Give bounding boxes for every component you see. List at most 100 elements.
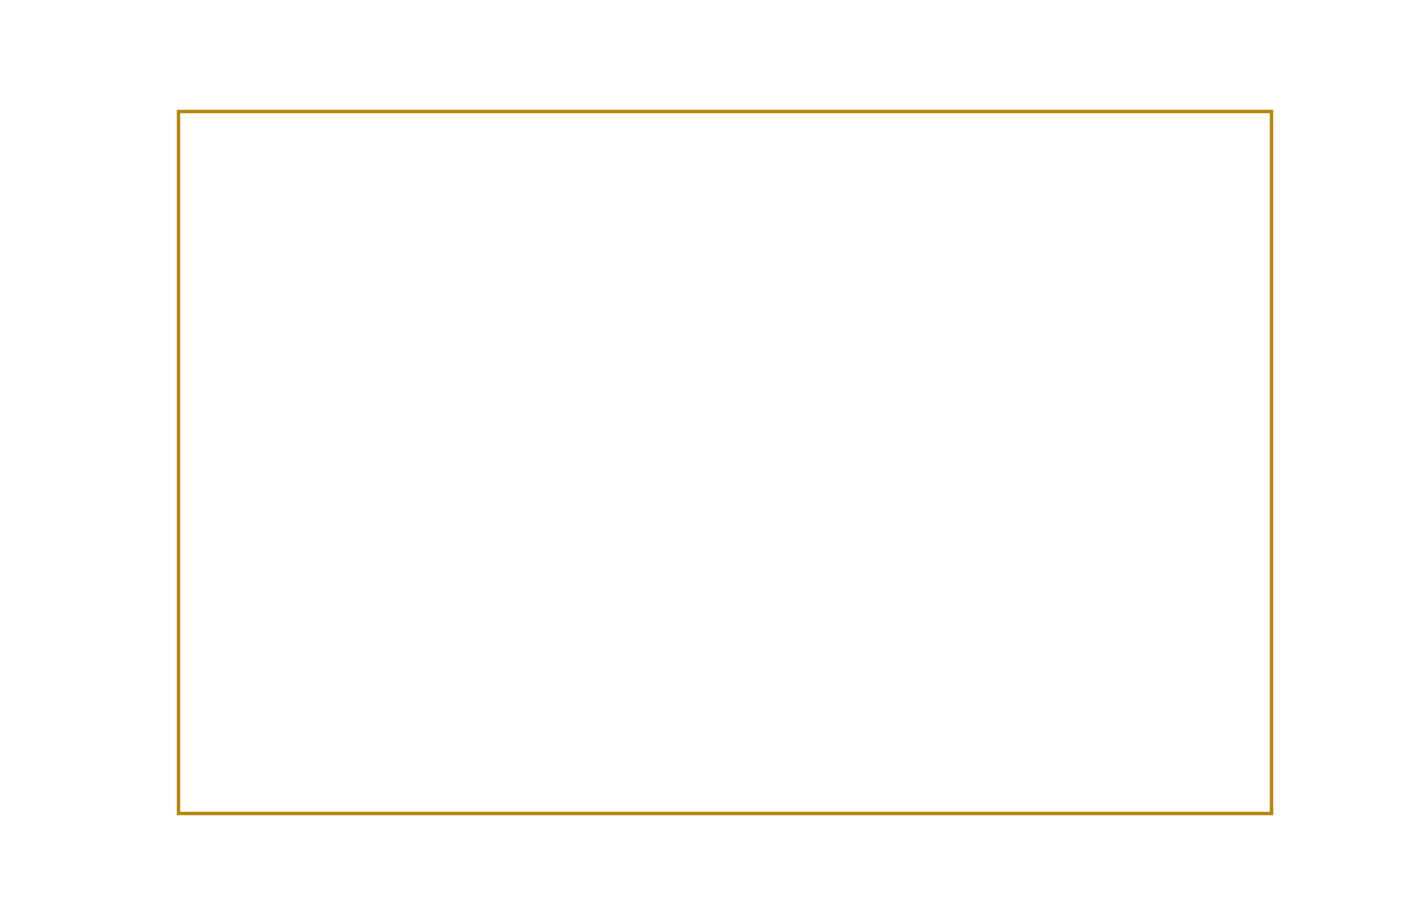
Bar bbox=[998, 112, 1008, 187]
Text: 3.205: 3.205 bbox=[577, 494, 612, 507]
Bar bbox=[441, 112, 451, 187]
Bar bbox=[747, 112, 758, 187]
Text: 3.827: 3.827 bbox=[751, 477, 786, 490]
Text: AMOUNTS PER DAY: AMOUNTS PER DAY bbox=[184, 367, 335, 381]
Bar bbox=[922, 112, 932, 187]
Bar bbox=[1075, 112, 1086, 187]
Bar bbox=[484, 112, 495, 187]
Bar bbox=[1227, 112, 1239, 187]
Text: 6.624: 6.624 bbox=[635, 460, 670, 473]
Text: 29.218: 29.218 bbox=[631, 325, 674, 338]
Text: 9.873: 9.873 bbox=[751, 535, 786, 548]
Bar bbox=[1162, 112, 1172, 187]
Text: Revenue: Revenue bbox=[407, 307, 461, 320]
Bar bbox=[888, 112, 899, 187]
Bar bbox=[932, 112, 943, 187]
Text: 59.429: 59.429 bbox=[690, 307, 732, 320]
Bar bbox=[615, 112, 626, 187]
Text: 10.235: 10.235 bbox=[689, 535, 732, 548]
Bar bbox=[802, 112, 812, 187]
Text: 60: 60 bbox=[703, 418, 720, 431]
Bar bbox=[397, 112, 407, 187]
Text: 63.047: 63.047 bbox=[747, 307, 790, 320]
Bar bbox=[846, 112, 855, 187]
Text: 53.494: 53.494 bbox=[573, 307, 617, 320]
Text: 365: 365 bbox=[525, 288, 549, 301]
Bar bbox=[594, 112, 604, 187]
Bar bbox=[178, 259, 1271, 279]
Text: 5.361: 5.361 bbox=[864, 494, 899, 507]
Bar bbox=[211, 112, 222, 187]
Text: 6.046: 6.046 bbox=[751, 460, 786, 473]
Text: 7.500: 7.500 bbox=[519, 535, 554, 548]
Text: 42: 42 bbox=[643, 601, 663, 615]
Bar bbox=[1206, 112, 1216, 187]
Text: 5.248: 5.248 bbox=[807, 494, 843, 507]
Text: 5.493: 5.493 bbox=[915, 553, 950, 565]
Bar bbox=[331, 112, 342, 187]
Bar bbox=[899, 112, 911, 187]
Bar bbox=[790, 112, 802, 187]
Text: 45: 45 bbox=[761, 402, 776, 414]
Text: 35: 35 bbox=[817, 384, 833, 397]
Text: 40: 40 bbox=[529, 384, 544, 397]
Text: 5.493: 5.493 bbox=[915, 494, 950, 507]
Text: (Days): (Days) bbox=[420, 402, 461, 414]
Text: 5.314: 5.314 bbox=[635, 569, 670, 582]
Text: 70.458: 70.458 bbox=[860, 307, 904, 320]
Bar bbox=[1019, 112, 1031, 187]
Bar bbox=[834, 112, 846, 187]
Bar bbox=[911, 112, 922, 187]
Bar bbox=[1140, 112, 1151, 187]
Bar bbox=[703, 112, 714, 187]
Bar bbox=[976, 112, 987, 187]
Bar bbox=[419, 112, 430, 187]
Text: 366: 366 bbox=[641, 288, 665, 301]
Text: 1.792: 1.792 bbox=[519, 477, 554, 490]
Text: 51.585: 51.585 bbox=[515, 307, 559, 320]
Text: 3.319: 3.319 bbox=[635, 494, 670, 507]
Text: 6.333: 6.333 bbox=[577, 460, 612, 473]
Text: (259): (259) bbox=[861, 601, 902, 615]
Text: 25: 25 bbox=[587, 402, 602, 414]
Bar bbox=[987, 112, 998, 187]
Text: 30.195: 30.195 bbox=[689, 325, 732, 338]
Text: 3.936: 3.936 bbox=[807, 477, 843, 490]
Bar bbox=[604, 112, 615, 187]
Bar bbox=[966, 112, 976, 187]
Text: 73.821: 73.821 bbox=[911, 307, 954, 320]
Bar bbox=[178, 112, 189, 187]
Bar bbox=[1172, 112, 1184, 187]
Bar bbox=[255, 112, 266, 187]
Bar bbox=[1052, 112, 1063, 187]
Bar bbox=[648, 112, 659, 187]
Text: © 2024, NFOCUS Consulting Single P.C., All rights reserved.: © 2024, NFOCUS Consulting Single P.C., A… bbox=[953, 173, 1266, 183]
Text: 33.414: 33.414 bbox=[911, 325, 954, 338]
Text: (Days): (Days) bbox=[420, 418, 461, 431]
Text: 5.103: 5.103 bbox=[751, 494, 786, 507]
Bar bbox=[943, 112, 954, 187]
Text: 365: 365 bbox=[700, 288, 723, 301]
Bar bbox=[1042, 112, 1052, 187]
Text: NET WORKING CAPITAL: NET WORKING CAPITAL bbox=[184, 518, 366, 532]
Text: 60: 60 bbox=[761, 418, 776, 431]
Text: 4.964: 4.964 bbox=[693, 553, 728, 565]
Text: Accounts Payable: Accounts Payable bbox=[256, 494, 366, 507]
Bar bbox=[386, 112, 397, 187]
Text: 5.103: 5.103 bbox=[751, 553, 786, 565]
Text: 28.429: 28.429 bbox=[573, 325, 617, 338]
Text: 2026A: 2026A bbox=[516, 231, 559, 244]
Text: 635: 635 bbox=[810, 601, 840, 615]
Text: (263): (263) bbox=[574, 601, 615, 615]
Bar bbox=[1195, 112, 1206, 187]
Text: 60: 60 bbox=[874, 418, 889, 431]
Text: 365: 365 bbox=[813, 288, 837, 301]
Text: 35: 35 bbox=[761, 384, 776, 397]
Bar bbox=[583, 112, 594, 187]
Text: 45: 45 bbox=[703, 402, 720, 414]
Bar bbox=[1096, 112, 1107, 187]
Text: 5.775: 5.775 bbox=[864, 460, 899, 473]
Bar bbox=[1107, 112, 1118, 187]
Text: 4.020: 4.020 bbox=[864, 477, 899, 490]
Text: 24: 24 bbox=[529, 402, 544, 414]
